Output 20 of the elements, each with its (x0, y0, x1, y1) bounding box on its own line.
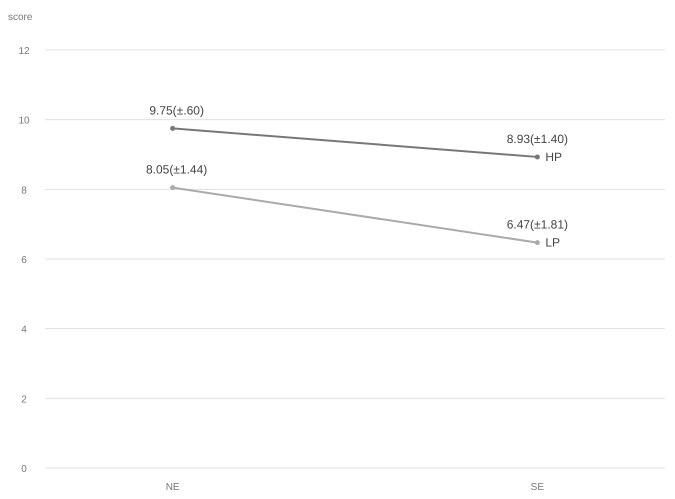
series-label: LP (545, 236, 560, 250)
y-tick-label: 2 (21, 394, 28, 406)
y-tick-label: 0 (21, 464, 28, 475)
x-tick-label: NE (166, 482, 180, 493)
y-tick-label: 12 (18, 46, 30, 57)
point (534, 154, 540, 160)
data-label: 8.93(±1.40) (506, 132, 568, 146)
series-label: HP (545, 150, 562, 164)
point (170, 185, 176, 190)
y-tick-label: 8 (21, 185, 28, 196)
y-tick-label: 4 (21, 324, 28, 336)
data-label: 8.05(±1.44) (146, 162, 208, 177)
point (170, 126, 176, 131)
x-tick-label: SE (530, 482, 544, 493)
y-tick-label: 6 (21, 255, 28, 266)
y-tick-label: 10 (18, 116, 30, 127)
data-label: 6.47(±1.81) (506, 218, 568, 232)
data-label: 9.75(±.60) (149, 103, 204, 118)
point (534, 240, 540, 246)
y-axis-title: score (8, 12, 33, 23)
